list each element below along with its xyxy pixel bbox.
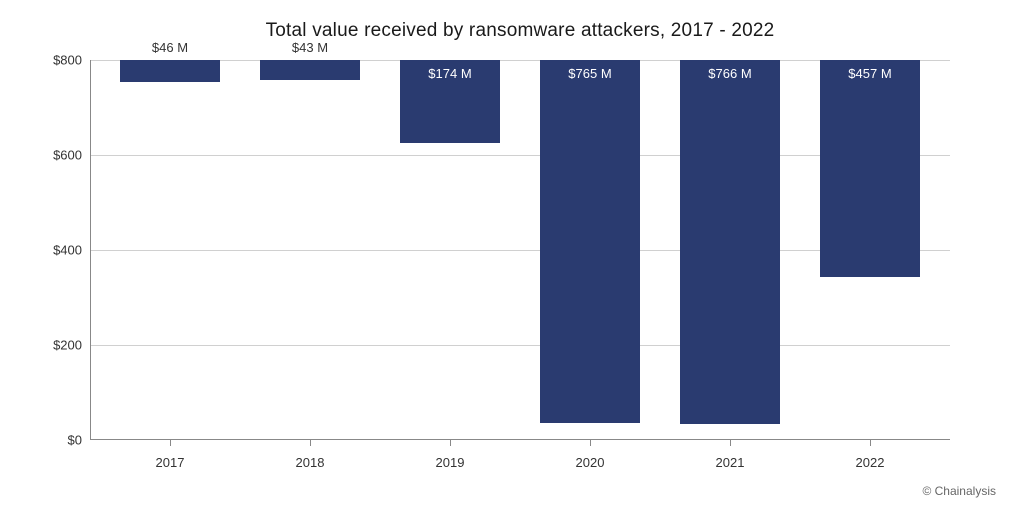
bar-2018: $43 M [260,60,361,80]
x-tick-label: 2017 [100,455,240,470]
bar-slot: $43 M [240,60,380,440]
y-tick-label: $400 [53,243,82,258]
attribution-text: © Chainalysis [922,484,996,498]
x-axis-labels: 2017 2018 2019 2020 2021 2022 [90,455,950,470]
x-tick-label: 2022 [800,455,940,470]
plot-area: $800 $600 $400 $200 $0 $46 M $43 M [90,60,950,440]
bar-2021: $766 M [680,60,781,424]
bar-2022: $457 M [820,60,921,277]
bar-slot: $766 M [660,60,800,440]
x-tick-label: 2018 [240,455,380,470]
bar-value-label: $765 M [568,66,611,81]
x-tick-mark [590,440,591,446]
bar-2019: $174 M [400,60,501,143]
x-tick-label: 2021 [660,455,800,470]
x-tick-label: 2019 [380,455,520,470]
x-tick-mark [170,440,171,446]
bars-group: $46 M $43 M $174 M $765 M [90,60,950,440]
bar-value-label: $457 M [848,66,891,81]
x-tick-mark [450,440,451,446]
chart-title: Total value received by ransomware attac… [90,20,950,42]
bar-value-label: $766 M [708,66,751,81]
y-axis: $800 $600 $400 $200 $0 [40,60,90,440]
bar-value-label: $46 M [152,40,188,55]
y-tick-label: $200 [53,338,82,353]
bar-2020: $765 M [540,60,641,423]
x-tick-label: 2020 [520,455,660,470]
bar-slot: $765 M [520,60,660,440]
y-tick-label: $600 [53,148,82,163]
x-tick-mark [310,440,311,446]
bar-value-label: $43 M [292,40,328,55]
x-tick-mark [870,440,871,446]
x-tick-mark [730,440,731,446]
bar-slot: $457 M [800,60,940,440]
bar-slot: $174 M [380,60,520,440]
bar-2017: $46 M [120,60,221,82]
bar-slot: $46 M [100,60,240,440]
y-tick-label: $800 [53,53,82,68]
bar-value-label: $174 M [428,66,471,81]
chart-container: Total value received by ransomware attac… [90,20,950,470]
y-tick-label: $0 [68,433,82,448]
